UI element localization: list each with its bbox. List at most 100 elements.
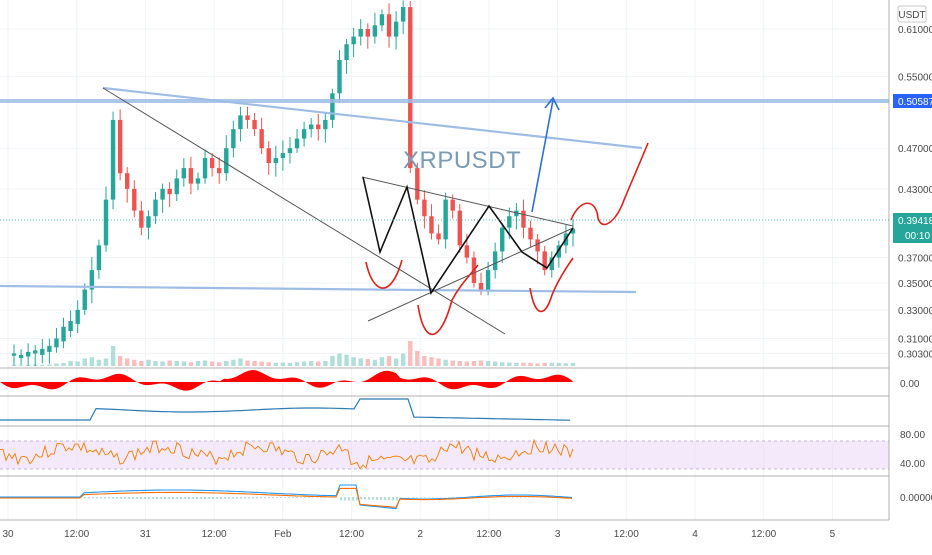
time-tick-label: 2 — [417, 529, 423, 540]
macd-hist-bar — [280, 497, 282, 498]
volume-bar — [394, 359, 398, 367]
volume-bar — [500, 362, 504, 366]
volume-bar — [344, 355, 348, 366]
macd-hist-bar — [188, 497, 190, 499]
macd-hist-bar — [432, 497, 434, 498]
macd-hist-bar — [92, 497, 94, 498]
volume-bar — [493, 362, 497, 367]
volume-bar — [231, 360, 235, 366]
macd-hist-bar — [248, 497, 250, 499]
volume-bar — [535, 364, 539, 367]
currency-badge[interactable]: USDT — [898, 6, 926, 22]
volume-bar — [111, 346, 115, 366]
volume-bar — [175, 361, 179, 366]
macd-hist-bar — [136, 497, 138, 499]
volume-bar — [97, 360, 101, 366]
volume-bar — [472, 361, 476, 366]
macd-hist-bar — [284, 497, 286, 498]
macd-hist-bar — [176, 497, 178, 499]
volume-bar — [309, 361, 313, 366]
price-tick-label: 0.61000 — [898, 25, 932, 36]
macd-hist-bar — [220, 497, 222, 499]
macd-hist-bar — [440, 497, 442, 498]
macd-hist-bar — [204, 497, 206, 499]
candle — [118, 109, 122, 180]
volume-bar — [252, 361, 256, 366]
macd-hist-bar — [156, 497, 158, 499]
symbol-watermark: XRPUSDT — [403, 147, 521, 174]
macd-hist-bar — [88, 497, 90, 498]
macd-hist-bar — [388, 497, 390, 500]
macd-hist-bar — [104, 497, 106, 499]
price-tick-label: 0.55000 — [898, 72, 932, 83]
time-tick-label: 3 — [555, 529, 561, 540]
volume-bar — [422, 356, 426, 366]
macd-hist-bar — [108, 497, 110, 499]
volume-bar — [542, 363, 546, 366]
price-tick-label: 0.35000 — [898, 279, 932, 290]
macd-hist-bar — [84, 497, 86, 498]
volume-bar — [295, 362, 299, 366]
macd-hist-bar — [192, 497, 194, 499]
macd-hist-bar — [120, 497, 122, 499]
macd-hist-bar — [396, 497, 398, 500]
time-tick-label: 12:00 — [614, 529, 639, 540]
macd-hist-bar — [200, 497, 202, 499]
volume-bar — [337, 354, 341, 367]
macd-hist-bar — [368, 497, 370, 500]
macd-hist-bar — [344, 497, 346, 501]
volume-bar — [104, 359, 108, 367]
macd-hist-bar — [236, 497, 238, 499]
macd-hist-bar — [296, 497, 298, 498]
rsi-tick-label-low: 40.00 — [900, 459, 925, 470]
macd-hist-bar — [212, 497, 214, 499]
volume-bar — [182, 362, 186, 367]
macd-hist-bar — [164, 497, 166, 499]
osc-tick-label: 0.00 — [900, 379, 920, 390]
price-tick-label: 0.30300 — [898, 349, 932, 360]
level-badge-label: 0.50587 — [898, 97, 932, 108]
volume-bar — [550, 363, 554, 366]
macd-hist-bar — [520, 497, 522, 498]
macd-hist-bar — [512, 497, 514, 498]
macd-hist-bar — [216, 497, 218, 499]
volume-bar — [359, 359, 363, 367]
volume-bar — [40, 365, 44, 366]
volume-bar — [217, 362, 221, 366]
macd-hist-bar — [260, 497, 262, 498]
macd-hist-bar — [340, 497, 342, 501]
volume-bar — [479, 361, 483, 367]
macd-hist-bar — [264, 497, 266, 498]
macd-hist-bar — [428, 497, 430, 498]
volume-bar — [281, 363, 285, 367]
volume-bar — [288, 363, 292, 366]
time-tick-label: 12:00 — [64, 529, 89, 540]
macd-hist-bar — [436, 497, 438, 498]
current-price-badge: 0.39418 00:10 — [893, 213, 932, 243]
macd-hist-bar — [424, 497, 426, 498]
currency-label: USDT — [898, 10, 925, 21]
price-tick-label: 0.33000 — [898, 306, 932, 317]
volume-bar — [401, 354, 405, 367]
macd-hist-bar — [408, 497, 410, 498]
countdown-label: 00:10 — [905, 231, 930, 242]
macd-hist-bar — [380, 497, 382, 500]
volume-bar — [486, 361, 490, 366]
volume-bar — [415, 351, 419, 366]
candle — [111, 112, 115, 210]
macd-hist-bar — [112, 497, 114, 499]
macd-hist-bar — [348, 497, 350, 501]
price-axis: 0.303000.310000.330000.350000.370000.430… — [898, 25, 932, 360]
volume-bar — [429, 357, 433, 366]
volume-bar — [19, 365, 23, 366]
volume-bar — [557, 363, 561, 366]
volume-bar — [302, 362, 306, 367]
volume-bar — [153, 361, 157, 366]
volume-bar — [351, 357, 355, 366]
macd-hist-bar — [240, 497, 242, 499]
volume-bar — [196, 361, 200, 366]
macd-hist-bar — [372, 497, 374, 500]
volume-bar — [132, 360, 136, 366]
volume-bar — [90, 357, 94, 366]
volume-bar — [125, 359, 129, 367]
